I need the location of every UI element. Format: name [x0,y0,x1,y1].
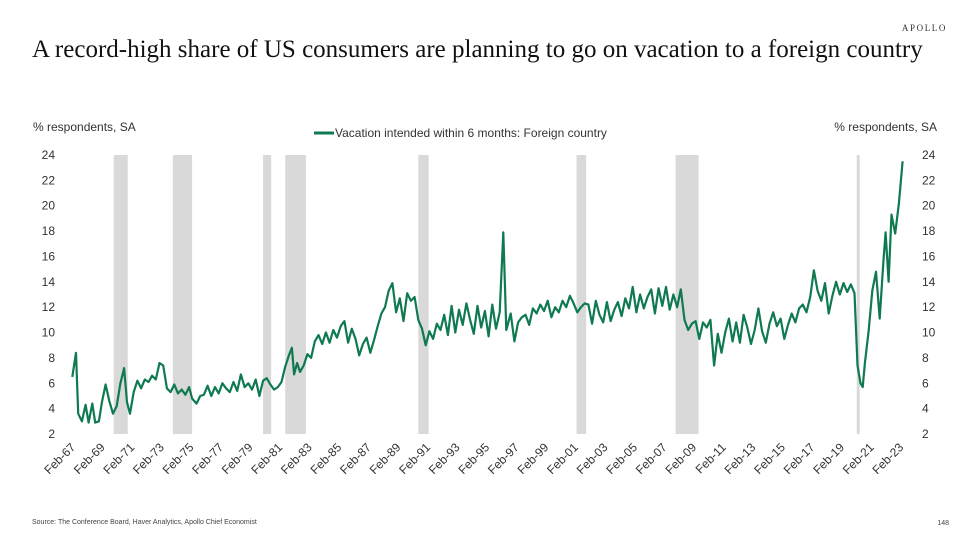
y-tick-left-20: 20 [42,199,56,213]
x-tick-10: Feb-87 [337,440,374,477]
source-note: Source: The Conference Board, Haver Anal… [32,519,257,526]
y-tick-left-14: 14 [42,275,56,289]
x-tick-1: Feb-69 [71,440,108,477]
y-tick-right-16: 16 [922,249,936,263]
x-tick-16: Feb-99 [515,440,552,477]
x-tick-15: Feb-97 [485,440,522,477]
x-tick-7: Feb-81 [248,440,285,477]
y-tick-left-16: 16 [42,249,56,263]
y-tick-left-22: 22 [42,173,56,187]
y-tick-right-10: 10 [922,326,936,340]
y-tick-left-4: 4 [48,402,55,416]
y-tick-right-4: 4 [922,402,929,416]
series-line-0 [71,161,904,424]
recession-bands [113,155,860,434]
y-axis-left: 24 22 20 18 16 14 12 10 8 6 4 2 [42,148,56,441]
legend-label: Vacation intended within 6 months: Forei… [335,126,607,140]
x-tick-13: Feb-93 [426,440,463,477]
x-tick-19: Feb-05 [603,440,640,477]
x-tick-3: Feb-73 [130,440,167,477]
series-group [71,161,904,424]
x-tick-21: Feb-09 [662,440,699,477]
recession-band-7 [856,155,860,434]
x-tick-2: Feb-71 [101,440,138,477]
recession-band-5 [576,155,587,434]
x-tick-0: Feb-67 [41,440,78,477]
x-tick-12: Feb-91 [396,440,433,477]
x-tick-25: Feb-17 [781,440,818,477]
recession-band-1 [172,155,193,434]
x-tick-24: Feb-15 [751,440,788,477]
y-tick-left-24: 24 [42,148,56,162]
x-tick-6: Feb-79 [219,440,256,477]
y-tick-right-14: 14 [922,275,936,289]
y-tick-right-2: 2 [922,427,929,441]
x-tick-5: Feb-77 [189,440,226,477]
y-tick-left-18: 18 [42,224,56,238]
x-tick-20: Feb-07 [633,440,670,477]
y-tick-left-6: 6 [48,376,55,390]
x-tick-26: Feb-19 [810,440,847,477]
x-tick-17: Feb-01 [544,440,581,477]
recession-band-0 [113,155,128,434]
y-tick-right-12: 12 [922,300,936,314]
y-tick-right-18: 18 [922,224,936,238]
x-tick-28: Feb-23 [869,440,906,477]
x-tick-27: Feb-21 [840,440,877,477]
x-tick-14: Feb-95 [455,440,492,477]
page-number: 148 [937,520,949,527]
y-tick-right-24: 24 [922,148,936,162]
x-axis: Feb-67Feb-69Feb-71Feb-73Feb-75Feb-77Feb-… [41,440,906,477]
x-tick-4: Feb-75 [160,440,197,477]
y-axis-right: 24 22 20 18 16 14 12 10 8 6 4 2 [922,148,936,441]
x-tick-8: Feb-83 [278,440,315,477]
y-tick-right-8: 8 [922,351,929,365]
recession-band-4 [418,155,429,434]
x-tick-11: Feb-89 [367,440,404,477]
legend: Vacation intended within 6 months: Forei… [314,126,607,140]
x-tick-18: Feb-03 [574,440,611,477]
brand-logo-text: APOLLO [901,23,947,33]
recession-band-3 [285,155,306,434]
y-tick-right-22: 22 [922,173,936,187]
page-title: A record-high share of US consumers are … [32,36,923,63]
x-tick-23: Feb-13 [722,440,759,477]
recession-band-6 [675,155,699,434]
y-axis-right-title: % respondents, SA [834,120,937,134]
y-axis-left-title: % respondents, SA [33,120,136,134]
y-tick-left-8: 8 [48,351,55,365]
y-tick-left-12: 12 [42,300,56,314]
x-tick-9: Feb-85 [308,440,345,477]
recession-band-2 [263,155,272,434]
y-tick-left-10: 10 [42,326,56,340]
y-tick-right-6: 6 [922,376,929,390]
y-tick-right-20: 20 [922,199,936,213]
y-tick-left-2: 2 [48,427,55,441]
x-tick-22: Feb-11 [693,440,729,476]
